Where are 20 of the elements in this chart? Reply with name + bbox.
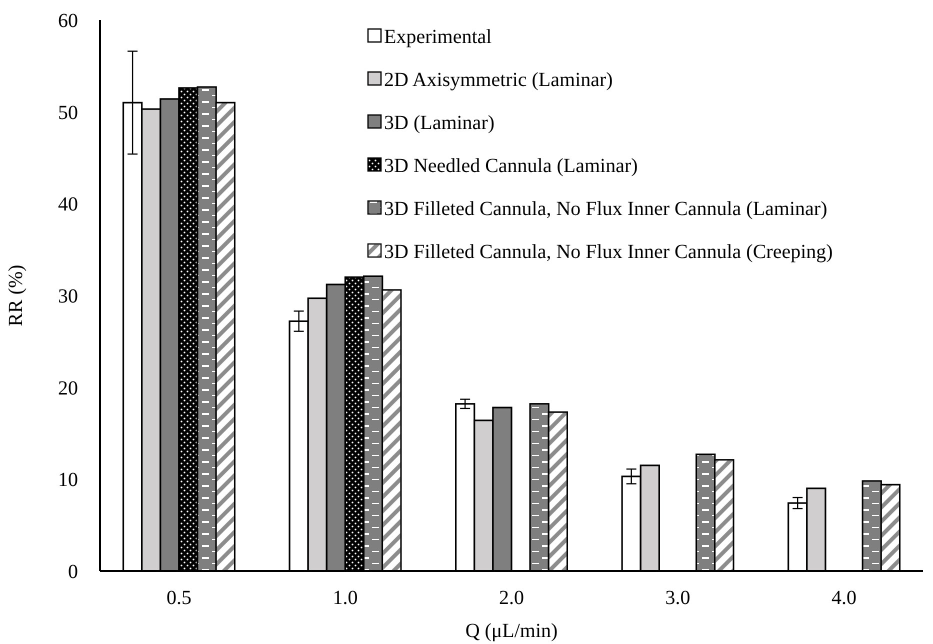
legend-label: 3D Needled Cannula (Laminar) [384,155,638,177]
legend-label: 3D Filleted Cannula, No Flux Inner Cannula (Creeping) [384,241,833,263]
y-tick-label: 30 [58,286,78,308]
x-tick-label: 1.0 [332,587,358,609]
y-tick-label: 50 [58,102,78,124]
y-tick-label: 40 [58,194,78,216]
x-tick-label: 0.5 [166,587,192,609]
y-tick-label: 60 [58,10,78,32]
y-tick-label: 10 [58,469,78,492]
x-tick-label: 3.0 [665,587,690,609]
x-tick-label: 2.0 [499,587,524,609]
y-tick-label: 0 [68,561,78,583]
y-tick-label: 20 [58,377,78,400]
x-tick-label: 4.0 [832,587,857,609]
x-axis-title: Q (μL/min) [465,620,558,642]
legend-label: Experimental [384,26,492,48]
legend-label: 3D Filleted Cannula, No Flux Inner Cannula (Laminar) [384,198,828,220]
legend-label: 2D Axisymmetric (Laminar) [384,69,613,91]
y-axis-title: RR (%) [5,264,27,326]
legend-label: 3D (Laminar) [384,112,495,134]
